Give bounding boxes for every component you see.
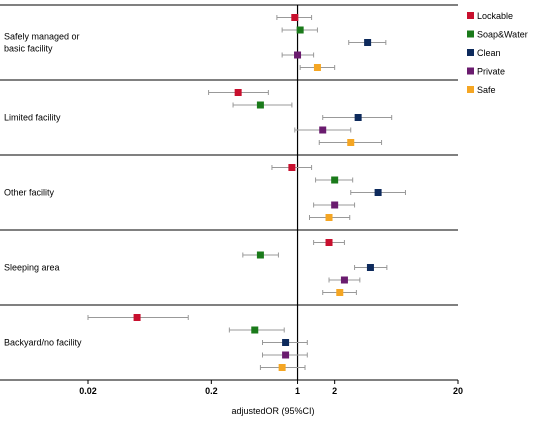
x-tick-label: 0.2 [205,386,218,396]
point-estimate-private [340,276,348,284]
x-tick-label: 0.02 [79,386,97,396]
legend-swatch [467,86,474,93]
point-estimate-soap-water [331,176,339,184]
legend-swatch [467,67,474,75]
legend-label: Lockable [477,11,513,21]
legend-label: Clean [477,48,501,58]
legend-label: Soap&Water [477,30,528,40]
legend-swatch [467,30,474,38]
point-estimate-lockable [325,239,333,246]
x-tick-label: 2 [332,386,337,396]
x-tick-label: 1 [295,386,300,396]
group-label: Safely managed or [4,32,80,42]
group-label: Other facility [4,188,55,198]
point-estimate-clean [374,189,382,196]
point-estimate-soap-water [251,326,259,334]
point-estimate-lockable [291,14,299,21]
point-estimate-lockable [288,164,296,171]
legend-label: Private [477,67,505,77]
point-estimate-soap-water [296,26,304,34]
point-estimate-clean [282,339,290,346]
group-label: Backyard/no facility [4,338,82,348]
point-estimate-clean [354,114,362,121]
point-estimate-safe [278,364,286,371]
point-estimate-safe [313,64,321,71]
point-estimate-private [319,126,327,134]
point-estimate-lockable [234,89,242,96]
legend-label: Safe [477,85,496,95]
group-label: Sleeping area [4,263,60,273]
point-estimate-clean [366,264,374,271]
point-estimate-lockable [133,314,141,321]
point-estimate-soap-water [256,101,264,109]
point-estimate-soap-water [256,251,264,259]
group-label: Limited facility [4,113,61,123]
x-tick-label: 20 [453,386,463,396]
legend-swatch [467,12,474,19]
point-estimate-private [282,351,290,359]
x-axis-title: adjustedOR (95%CI) [231,406,314,416]
point-estimate-private [294,51,302,59]
point-estimate-safe [336,289,344,296]
legend-swatch [467,49,474,56]
point-estimate-safe [325,214,333,221]
point-estimate-clean [364,39,372,46]
group-label: basic facility [4,44,53,54]
point-estimate-private [331,201,339,209]
point-estimate-safe [347,139,355,146]
